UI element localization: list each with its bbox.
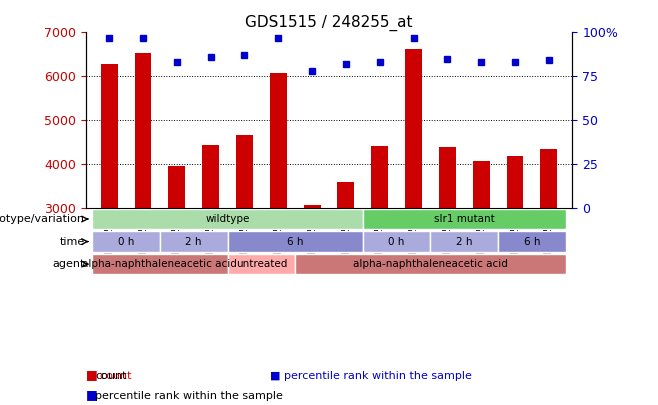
FancyBboxPatch shape (92, 231, 160, 252)
Text: ■ count: ■ count (86, 371, 131, 381)
FancyBboxPatch shape (228, 231, 363, 252)
Text: time: time (60, 237, 85, 247)
Bar (540, 149, 557, 208)
Text: genotype/variation: genotype/variation (0, 214, 85, 224)
FancyBboxPatch shape (498, 231, 566, 252)
Bar (303, 205, 320, 208)
Text: 2 h: 2 h (456, 237, 472, 247)
Text: ■: ■ (86, 388, 97, 401)
Text: alpha-naphthaleneacetic acid: alpha-naphthaleneacetic acid (353, 259, 508, 269)
Bar (202, 145, 219, 208)
Text: 0 h: 0 h (118, 237, 134, 247)
Bar (270, 73, 287, 208)
Text: alpha-naphthaleneacetic acid: alpha-naphthaleneacetic acid (82, 259, 238, 269)
FancyBboxPatch shape (430, 231, 498, 252)
Title: GDS1515 / 248255_at: GDS1515 / 248255_at (245, 15, 413, 31)
Text: 6 h: 6 h (287, 237, 303, 247)
Text: ■: ■ (86, 368, 97, 381)
FancyBboxPatch shape (363, 209, 566, 229)
Text: slr1 mutant: slr1 mutant (434, 214, 495, 224)
Bar (101, 64, 118, 208)
Text: count: count (95, 371, 127, 381)
FancyBboxPatch shape (92, 254, 228, 274)
Bar (371, 145, 388, 208)
Text: 2 h: 2 h (186, 237, 202, 247)
Text: 6 h: 6 h (524, 237, 540, 247)
FancyBboxPatch shape (228, 254, 295, 274)
Text: ■ percentile rank within the sample: ■ percentile rank within the sample (270, 371, 472, 381)
Bar (472, 161, 490, 208)
FancyBboxPatch shape (92, 209, 363, 229)
FancyBboxPatch shape (160, 231, 228, 252)
Bar (168, 166, 186, 208)
Text: wildtype: wildtype (205, 214, 250, 224)
Bar (135, 53, 151, 208)
Bar (507, 156, 523, 208)
FancyBboxPatch shape (363, 231, 430, 252)
Text: 0 h: 0 h (388, 237, 405, 247)
Bar (405, 49, 422, 208)
Bar (236, 135, 253, 208)
Text: untreated: untreated (236, 259, 287, 269)
Bar (439, 147, 456, 208)
Text: percentile rank within the sample: percentile rank within the sample (95, 391, 284, 401)
Text: agent: agent (53, 259, 85, 269)
Bar (338, 182, 355, 208)
FancyBboxPatch shape (295, 254, 566, 274)
